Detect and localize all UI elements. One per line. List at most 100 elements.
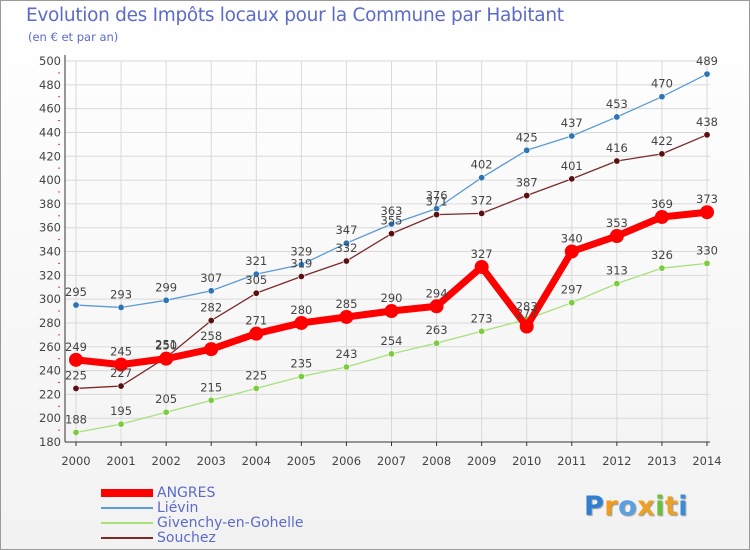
x-tick-label: 2007 [377, 454, 406, 468]
data-label: 327 [471, 247, 493, 261]
data-point [342, 363, 350, 371]
data-label: 258 [200, 329, 222, 343]
data-label: 372 [471, 193, 493, 207]
data-label: 353 [606, 216, 628, 230]
x-tick-label: 2006 [332, 454, 361, 468]
logo-letter: r [604, 491, 619, 522]
x-tick-label: 2005 [287, 454, 316, 468]
data-point [162, 408, 170, 416]
data-point [162, 296, 170, 304]
legend-label: Souchez [157, 530, 216, 546]
data-label: 307 [200, 271, 222, 285]
data-label: 401 [561, 159, 583, 173]
y-tick-label: 380 [39, 197, 61, 211]
x-tick-label: 2000 [61, 454, 90, 468]
data-point [69, 352, 83, 367]
data-point [342, 257, 350, 265]
data-label: 453 [606, 97, 628, 111]
data-point [433, 211, 441, 219]
data-label: 355 [381, 214, 403, 228]
data-label: 205 [155, 392, 177, 406]
proxiti-logo: Proxiti [584, 491, 688, 522]
data-label: 195 [110, 404, 132, 418]
y-tick-label: 240 [39, 364, 61, 378]
chart-title: Evolution des Impôts locaux pour la Comm… [26, 5, 564, 26]
data-label: 243 [335, 347, 357, 361]
chart-subtitle: (en € et par an) [28, 30, 119, 44]
y-tick-label: 480 [39, 78, 61, 92]
data-label: 188 [65, 412, 87, 426]
data-label: 387 [516, 176, 538, 190]
legend-swatch [101, 507, 153, 509]
data-point [519, 319, 534, 334]
data-label: 273 [471, 311, 493, 325]
logo-letter: x [637, 491, 656, 522]
data-label: 422 [651, 134, 673, 148]
logo-letter: P [584, 491, 605, 522]
data-point [207, 317, 215, 325]
data-point [204, 342, 219, 357]
data-label: 369 [651, 197, 673, 211]
data-point [700, 205, 714, 220]
data-point [568, 175, 576, 183]
legend-swatch [101, 537, 153, 539]
data-label: 340 [561, 232, 583, 246]
data-label: 373 [696, 192, 718, 206]
data-point [613, 280, 621, 288]
legend-swatch [101, 522, 153, 524]
x-tick-label: 2014 [692, 454, 721, 468]
data-label: 250 [155, 339, 177, 353]
data-label: 227 [110, 366, 132, 380]
x-tick-label: 2004 [242, 454, 271, 468]
data-point [613, 113, 621, 121]
data-point [478, 174, 486, 182]
data-point [207, 396, 215, 404]
y-tick-label: 220 [39, 387, 61, 401]
data-label: 277 [516, 307, 538, 321]
data-label: 299 [155, 280, 177, 294]
data-label: 470 [651, 77, 673, 91]
data-label: 347 [335, 223, 357, 237]
data-point [703, 70, 711, 78]
data-point [72, 428, 80, 436]
data-label: 285 [335, 297, 357, 311]
legend-label: Liévin [157, 500, 199, 516]
x-tick-label: 2010 [512, 454, 541, 468]
data-label: 326 [651, 248, 673, 262]
data-label: 280 [290, 303, 312, 317]
data-label: 416 [606, 141, 628, 155]
x-tick-label: 2012 [602, 454, 631, 468]
data-point [523, 192, 531, 200]
data-point [474, 259, 489, 274]
x-tick-label: 2008 [422, 454, 451, 468]
x-tick-label: 2009 [467, 454, 496, 468]
data-point [159, 351, 174, 366]
y-tick-label: 420 [39, 149, 61, 163]
data-point [658, 93, 666, 101]
data-point [564, 244, 579, 259]
x-tick-label: 2011 [557, 454, 586, 468]
data-label: 402 [471, 158, 493, 172]
data-label: 297 [561, 283, 583, 297]
data-label: 254 [381, 334, 403, 348]
data-point [252, 270, 260, 278]
data-label: 438 [696, 115, 718, 129]
data-point [568, 132, 576, 140]
x-tick-label: 2013 [647, 454, 676, 468]
data-point [429, 299, 444, 314]
data-point [387, 220, 395, 228]
data-label: 263 [426, 323, 448, 337]
y-tick-label: 280 [39, 316, 61, 330]
data-label: 293 [110, 287, 132, 301]
data-point [387, 230, 395, 238]
data-point [703, 131, 711, 139]
data-point [609, 229, 624, 244]
data-label: 330 [696, 243, 718, 257]
data-point [613, 157, 621, 165]
data-label: 489 [696, 54, 718, 68]
legend-swatch [101, 489, 153, 497]
data-point [654, 209, 669, 224]
data-point [207, 287, 215, 295]
data-label: 249 [65, 340, 87, 354]
